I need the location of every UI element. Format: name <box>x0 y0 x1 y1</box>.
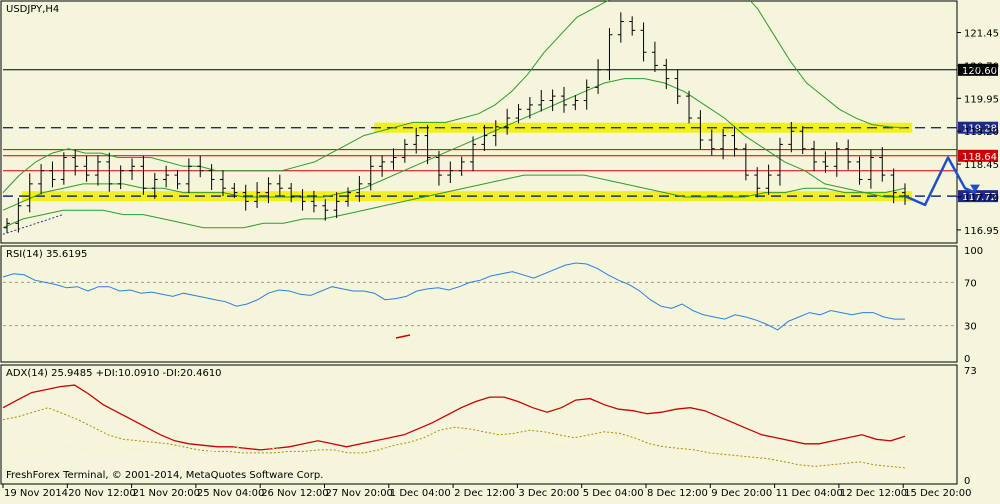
time-tick-label: 8 Dec 12:00 <box>647 488 708 499</box>
adx-series-line <box>2 407 906 469</box>
rsi-line <box>2 262 905 331</box>
time-tick-label: 21 Nov 20:00 <box>133 488 200 499</box>
forecast-arrowhead <box>970 184 980 193</box>
adx-series <box>2 384 906 469</box>
time-tick-label: 9 Dec 20:00 <box>711 488 772 499</box>
time-tick-label: 1 Dec 04:00 <box>390 488 451 499</box>
copyright-text: FreshForex Terminal, © 2001-2014, MetaQu… <box>6 470 323 481</box>
price-tick-label: 117.70 <box>964 193 999 204</box>
price-panel-frame <box>0 0 958 244</box>
price-level-label: 118.64 <box>962 152 997 163</box>
time-tick-label: 27 Nov 20:00 <box>326 488 393 499</box>
rsi-gridlines <box>3 281 955 327</box>
rsi-series <box>2 262 905 331</box>
adx-axis-label: 0 <box>964 476 970 487</box>
rsi-axis-label: 30 <box>964 322 977 333</box>
price-level-badge <box>958 121 998 134</box>
bollinger-lower <box>2 174 905 229</box>
price-title: USDJPY,H4 <box>6 4 59 15</box>
adx-panel-frame <box>0 364 958 485</box>
price-tick-label: 118.45 <box>964 160 999 171</box>
rsi-annotation-mark <box>395 334 411 339</box>
time-tick-label: 19 Nov 2014 <box>4 488 68 499</box>
time-tick-label: 3 Dec 20:00 <box>518 488 579 499</box>
rsi-axis-label: 70 <box>964 278 977 289</box>
price-tick-label: 116.95 <box>964 226 999 237</box>
adx-series-line <box>2 440 906 454</box>
price-level-badge <box>958 63 998 76</box>
rsi-label: RSI(14) 35.6195 <box>6 249 87 260</box>
time-tick-label: 15 Dec 20:00 <box>904 488 971 499</box>
rsi-panel-frame <box>0 245 958 363</box>
time-tick-label: 12 Dec 12:00 <box>840 488 907 499</box>
price-tick-label: 119.20 <box>964 127 999 138</box>
time-tick-label: 5 Dec 04:00 <box>583 488 644 499</box>
price-level-label: 120.60 <box>962 66 997 77</box>
rsi-panel: RSI(14) 35.6195 100 70 30 0 <box>0 245 983 365</box>
time-tick-label: 11 Dec 04:00 <box>776 488 843 499</box>
forecast-path <box>904 156 980 207</box>
time-tick-label: 26 Nov 12:00 <box>261 488 328 499</box>
price-level-badge <box>958 149 998 162</box>
price-panel: 120.60 119.28 118.64 117.72 USDJPY,H4 121.4… <box>0 0 999 244</box>
time-tick-label: 25 Nov 04:00 <box>197 488 264 499</box>
price-level-label: 119.28 <box>962 124 997 135</box>
price-bars <box>2 12 908 235</box>
adx-axis: 73 0 <box>964 366 977 487</box>
price-tick-label: 120.70 <box>964 61 999 72</box>
rsi-axis: 100 70 30 0 <box>964 246 983 365</box>
adx-label: ADX(14) 25.9485 +DI:10.0910 -DI:20.4610 <box>6 368 222 379</box>
forecast-line <box>904 156 976 207</box>
price-tick-label: 119.95 <box>964 94 999 105</box>
time-tick-label: 2 Dec 12:00 <box>454 488 515 499</box>
bollinger-upper <box>2 0 906 193</box>
horizontal-levels: 120.60 119.28 118.64 117.72 <box>3 63 998 203</box>
price-tick-label: 121.45 <box>964 29 999 40</box>
trend-dotted-line <box>2 214 64 235</box>
price-level-badge <box>958 190 998 203</box>
rsi-axis-label: 0 <box>964 354 970 365</box>
price-level-label: 117.72 <box>962 192 997 203</box>
adx-axis-label: 73 <box>964 366 977 377</box>
adx-panel: ADX(14) 25.9485 +DI:10.0910 -DI:20.4610 … <box>0 364 977 487</box>
price-axis: 121.45 120.70 119.95 119.20 118.45 117.70 116.… <box>957 29 999 237</box>
adx-series-line <box>2 384 906 451</box>
time-tick-label: 20 Nov 12:00 <box>68 488 135 499</box>
rsi-axis-label: 100 <box>964 246 983 257</box>
